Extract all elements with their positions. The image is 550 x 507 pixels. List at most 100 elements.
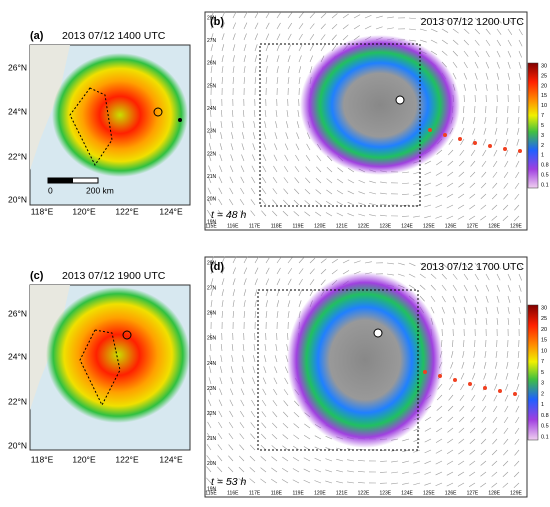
radar-echo <box>46 287 190 423</box>
wind-barb <box>276 12 282 19</box>
wind-barb <box>325 447 333 451</box>
wind-barb <box>251 176 256 184</box>
wind-barb <box>485 284 490 292</box>
wind-barb <box>232 22 237 30</box>
wind-barb <box>397 262 405 266</box>
wind-barb <box>242 110 245 118</box>
wind-barb <box>518 317 521 325</box>
colorbar-label: 0.1 <box>541 434 549 440</box>
wind-barb <box>505 372 509 380</box>
wind-barb <box>219 377 223 385</box>
wind-barb <box>507 284 511 292</box>
wind-barb <box>402 460 410 463</box>
wind-barb <box>229 176 234 184</box>
lat-label: 28N <box>207 15 217 21</box>
wind-barb <box>514 449 520 456</box>
lon-label: 117E <box>249 490 261 496</box>
wind-barb <box>305 166 311 173</box>
wind-barb <box>358 191 366 195</box>
wind-barb <box>252 143 256 151</box>
wind-barb <box>221 22 225 30</box>
lon-label: 127E <box>467 223 479 229</box>
wind-barb <box>293 445 300 451</box>
wind-barb <box>238 455 245 462</box>
wind-barb <box>507 273 512 281</box>
wind-barb <box>447 416 454 422</box>
wind-barb <box>449 372 454 380</box>
lat-label: 22°N <box>8 151 27 161</box>
wind-barb <box>320 279 326 286</box>
wind-barb <box>262 377 267 385</box>
colorbar-label: 0.8 <box>541 163 549 169</box>
wind-barb <box>495 361 498 369</box>
wind-barb <box>402 193 410 195</box>
wind-barb <box>503 171 509 178</box>
wind-barb <box>515 394 520 402</box>
wind-barb <box>221 44 225 52</box>
panel-label: (a) <box>30 30 44 42</box>
wind-barb <box>241 143 245 151</box>
wind-barb <box>515 405 520 413</box>
wind-barb <box>314 480 322 484</box>
wind-barb <box>413 482 421 486</box>
colorbar-label: 15 <box>541 338 547 344</box>
wind-barb <box>424 215 432 219</box>
wind-barb <box>207 421 212 429</box>
wind-barb <box>260 456 267 462</box>
wind-barb <box>331 269 338 275</box>
wind-barb <box>506 361 509 369</box>
wind-barb <box>480 193 487 199</box>
lat-label: 22°N <box>8 396 27 406</box>
lat-label: 24°N <box>8 351 27 361</box>
wind-barb <box>276 267 281 275</box>
wind-barb <box>336 190 344 195</box>
wind-barb <box>230 366 234 374</box>
wind-barb <box>495 116 498 124</box>
wind-barb <box>441 273 447 280</box>
wind-barb <box>219 143 223 151</box>
colorbar-label: 0.1 <box>541 182 549 188</box>
wind-barb <box>397 273 405 277</box>
model-rain <box>300 35 460 175</box>
lat-label: 20N <box>207 197 217 203</box>
wind-barb <box>240 165 245 173</box>
wind-barb <box>503 438 509 445</box>
wind-barb <box>452 28 459 34</box>
wind-barb <box>252 377 256 385</box>
wind-barb <box>282 434 289 440</box>
wind-barb <box>304 423 311 429</box>
wind-barb <box>276 77 279 85</box>
wind-barb <box>240 388 245 396</box>
wind-barb <box>331 258 339 264</box>
wind-barb <box>505 383 509 391</box>
wind-barb <box>518 50 522 58</box>
wind-barb <box>251 388 256 396</box>
wind-barb <box>480 182 487 189</box>
wind-barb <box>514 204 520 211</box>
wind-barb <box>480 438 487 445</box>
scale-label: 200 km <box>86 185 114 195</box>
wind-barb <box>316 155 322 162</box>
wind-barb <box>271 433 278 440</box>
wind-barb <box>303 479 311 484</box>
wind-barb <box>505 127 509 135</box>
wind-barb <box>298 66 302 74</box>
lon-label: 119E <box>292 490 304 496</box>
wind-barb <box>209 121 212 129</box>
wind-barb <box>469 171 476 178</box>
wind-barb <box>218 198 223 206</box>
wind-barb <box>430 262 437 268</box>
wind-barb <box>419 39 427 43</box>
lat-label: 20N <box>207 461 217 467</box>
wind-barb <box>282 456 289 462</box>
wind-barb <box>402 171 410 174</box>
wind-barb <box>217 209 223 217</box>
wind-barb <box>217 455 223 462</box>
lon-label: 123E <box>379 490 391 496</box>
wind-barb <box>452 295 457 303</box>
wind-barb <box>265 256 270 264</box>
wind-barb <box>232 278 236 286</box>
wind-barb <box>446 449 454 455</box>
wind-barb <box>273 377 278 385</box>
